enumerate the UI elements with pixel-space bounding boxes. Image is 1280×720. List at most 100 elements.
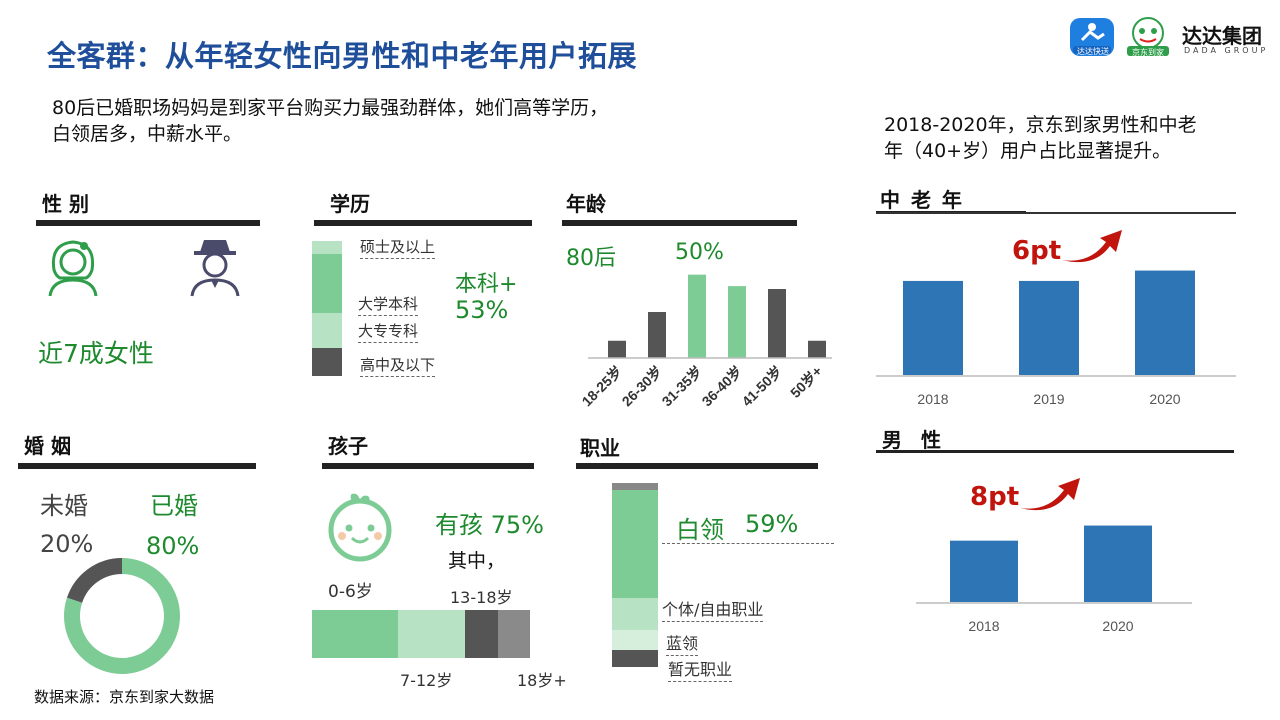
age-tick-label-0: 18-25岁 bbox=[580, 363, 625, 410]
married-label: 已婚 bbox=[150, 492, 198, 520]
age-highlight-label: 80后 bbox=[566, 246, 616, 271]
edu-label-bachelor: 大学本科 bbox=[358, 293, 419, 316]
dada-express-logo-icon bbox=[1070, 18, 1114, 56]
elderly-bar-2019 bbox=[1019, 280, 1079, 376]
education-divider bbox=[314, 220, 532, 226]
unmarried-value: 20% bbox=[40, 530, 94, 558]
child-seg-18p bbox=[498, 610, 530, 658]
white-collar-leader bbox=[662, 543, 834, 544]
has-child-text: 有孩 75% bbox=[435, 511, 544, 539]
intro-line-2: 白领居多，中薪水平。 bbox=[52, 123, 243, 145]
donut-slice-未婚 bbox=[64, 558, 180, 674]
age-highlight-value: 50% bbox=[675, 240, 724, 265]
edu-segment-college bbox=[312, 313, 342, 348]
age-tick-label-5: 50岁+ bbox=[787, 363, 825, 401]
elderly-bar-2020 bbox=[1135, 270, 1195, 376]
child-seg-0-6 bbox=[312, 610, 398, 658]
elderly-bar-2018 bbox=[903, 280, 963, 376]
age-bar-1 bbox=[648, 312, 666, 358]
male-tick-label-2020: 2020 bbox=[1102, 618, 1133, 634]
occ-seg-white-collar bbox=[612, 490, 658, 598]
edu-segment-bachelor bbox=[312, 254, 342, 313]
edu-label-master: 硕士及以上 bbox=[360, 236, 436, 259]
edu-highlight-value: 53% bbox=[455, 296, 509, 324]
group-name: 达达集团 bbox=[1182, 24, 1262, 48]
right-intro-line-2: 年（40+岁）用户占比显著提升。 bbox=[884, 140, 1172, 162]
unmarried-label: 未婚 bbox=[40, 492, 88, 520]
gender-header: 性 别 bbox=[42, 192, 89, 216]
occ-seg-top bbox=[612, 483, 658, 490]
logo-group: 达达快送 bbox=[1068, 16, 1116, 62]
education-stack-bar bbox=[312, 241, 342, 376]
age-bar-4 bbox=[768, 289, 786, 358]
occ-seg-blue-collar bbox=[612, 630, 658, 650]
jd-daojia-label: 京东到家 bbox=[1132, 48, 1164, 57]
elderly-delta: 6pt bbox=[1012, 236, 1062, 266]
white-collar-label: 白领 bbox=[676, 516, 724, 544]
children-stack-bar bbox=[312, 610, 530, 658]
edu-segment-master bbox=[312, 241, 342, 254]
age-header: 年龄 bbox=[566, 192, 606, 216]
occupation-header: 职业 bbox=[580, 436, 620, 460]
child-seg-7-12 bbox=[398, 610, 465, 658]
no-job-label: 暂无职业 bbox=[668, 656, 733, 682]
right-intro-text: 2018-2020年，京东到家男性和中老 年（40+岁）用户占比显著提升。 bbox=[884, 112, 1254, 164]
male-icon bbox=[190, 240, 240, 297]
marriage-divider bbox=[18, 463, 256, 469]
female-icon bbox=[48, 240, 98, 297]
marriage-header: 婚 姻 bbox=[24, 434, 71, 458]
occupation-stack-bar bbox=[612, 483, 658, 667]
elderly-tick-label-2018: 2018 bbox=[917, 391, 948, 407]
gender-divider bbox=[36, 220, 260, 226]
child-seg-13-18 bbox=[465, 610, 498, 658]
jd-daojia-logo-icon bbox=[1127, 17, 1169, 56]
elderly-divider bbox=[876, 212, 1236, 214]
age-divider bbox=[562, 220, 797, 226]
marriage-donut-chart bbox=[64, 558, 180, 674]
age-bar-2 bbox=[688, 274, 706, 358]
intro-text: 80后已婚职场妈妈是到家平台购买力最强劲群体，她们高等学历， 白领居多，中薪水平… bbox=[52, 95, 692, 147]
occ-seg-none bbox=[612, 650, 658, 667]
group-name-en: DADA GROUP bbox=[1184, 46, 1269, 55]
white-collar-value: 59% bbox=[745, 510, 799, 538]
age-tick-label-4: 41-50岁 bbox=[739, 363, 786, 410]
male-divider bbox=[876, 450, 1234, 453]
edu-segment-highschool bbox=[312, 348, 342, 376]
child-age-18p: 18岁+ bbox=[517, 671, 567, 690]
married-value: 80% bbox=[146, 532, 200, 560]
elderly-tick-label-2019: 2019 bbox=[1033, 391, 1064, 407]
intro-line-1: 80后已婚职场妈妈是到家平台购买力最强劲群体，她们高等学历， bbox=[52, 97, 609, 119]
occ-seg-self-employed bbox=[612, 598, 658, 630]
male-up-arrow-icon bbox=[1020, 478, 1080, 511]
edu-label-highschool: 高中及以下 bbox=[360, 354, 436, 377]
baby-face-icon bbox=[328, 493, 392, 562]
gender-caption: 近7成女性 bbox=[38, 339, 154, 368]
male-header: 男 性 bbox=[882, 428, 947, 452]
male-delta: 8pt bbox=[970, 482, 1020, 512]
dada-express-label: 达达快送 bbox=[1077, 47, 1109, 56]
elderly-tick-label-2020: 2020 bbox=[1149, 391, 1180, 407]
jd-logo: 京东到家 bbox=[1124, 16, 1172, 62]
elderly-bar-chart: 2018 2019 2020 bbox=[876, 270, 1236, 407]
age-tick-label-1: 26-30岁 bbox=[619, 363, 666, 410]
male-bar-2020 bbox=[1084, 525, 1152, 603]
child-age-7-12: 7-12岁 bbox=[400, 671, 453, 690]
male-bar-chart: 2018 2020 bbox=[916, 525, 1192, 634]
edu-highlight-label: 本科+ bbox=[455, 272, 518, 297]
child-age-0-6: 0-6岁 bbox=[328, 582, 373, 602]
age-bar-3 bbox=[728, 286, 746, 358]
page-title: 全客群：从年轻女性向男性和中老年用户拓展 bbox=[47, 39, 638, 73]
age-tick-label-2: 31-35岁 bbox=[659, 363, 706, 410]
children-divider bbox=[322, 463, 534, 469]
age-tick-label-3: 36-40岁 bbox=[699, 363, 746, 410]
age-bar-5 bbox=[808, 340, 826, 358]
right-intro-line-1: 2018-2020年，京东到家男性和中老 bbox=[884, 114, 1197, 136]
occupation-divider bbox=[576, 463, 818, 469]
child-age-13-18: 13-18岁 bbox=[450, 588, 513, 607]
education-header: 学历 bbox=[330, 192, 370, 216]
age-bar-0 bbox=[608, 340, 626, 358]
blue-collar-label: 蓝领 bbox=[666, 630, 699, 656]
self-employed-label: 个体/自由职业 bbox=[662, 596, 764, 622]
edu-label-college: 大专专科 bbox=[358, 320, 419, 343]
